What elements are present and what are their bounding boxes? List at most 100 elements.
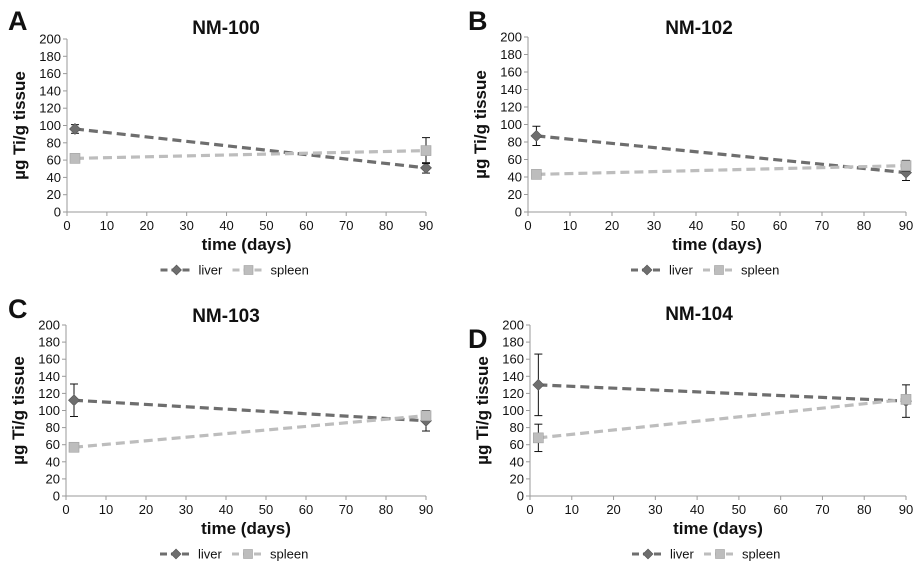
x-axis-label: time (days) bbox=[201, 519, 291, 538]
y-tick-label: 80 bbox=[46, 420, 60, 435]
x-tick-label: 0 bbox=[63, 218, 70, 233]
legend-label-spleen: spleen bbox=[270, 547, 308, 562]
legend-label-liver: liver bbox=[670, 547, 695, 562]
series-liver bbox=[69, 123, 432, 174]
y-tick-label: 120 bbox=[38, 386, 60, 401]
panel-title: NM-103 bbox=[192, 306, 260, 327]
legend: liver spleen bbox=[631, 263, 779, 278]
data-point bbox=[420, 161, 432, 174]
x-tick-label: 10 bbox=[100, 218, 114, 233]
x-axis-label: time (days) bbox=[202, 235, 292, 254]
x-tick-label: 50 bbox=[731, 218, 745, 233]
y-tick-label: 60 bbox=[508, 152, 522, 167]
data-point bbox=[900, 394, 912, 405]
x-tick-label: 0 bbox=[524, 218, 531, 233]
legend-marker-spleen bbox=[714, 265, 724, 275]
x-tick-label: 20 bbox=[139, 502, 153, 517]
data-point bbox=[68, 394, 80, 407]
x-tick-label: 70 bbox=[815, 502, 829, 517]
series-spleen bbox=[68, 410, 432, 453]
data-point bbox=[69, 123, 81, 135]
y-tick-label: 140 bbox=[502, 369, 524, 384]
x-tick-label: 90 bbox=[899, 218, 913, 233]
legend-label-liver: liver bbox=[198, 547, 223, 562]
panel-title: NM-104 bbox=[665, 304, 733, 325]
y-tick-label: 160 bbox=[502, 352, 524, 367]
panel-letter: B bbox=[468, 6, 488, 36]
legend-label-spleen: spleen bbox=[741, 263, 779, 278]
panel-c: C NM-103 0 20 40 60 80 100 120 140 160 180 200 0 10 20 3… bbox=[8, 294, 433, 562]
x-tick-label: 70 bbox=[815, 218, 829, 233]
x-tick-label: 90 bbox=[419, 218, 433, 233]
data-point bbox=[533, 432, 544, 444]
y-axis-label: µg Ti/g tissue bbox=[9, 356, 28, 465]
x-tick-label: 40 bbox=[219, 218, 233, 233]
series-liver bbox=[532, 353, 912, 418]
y-tick-label: 40 bbox=[47, 170, 61, 185]
y-tick-label: 160 bbox=[39, 66, 61, 81]
x-tick-label: 40 bbox=[689, 218, 703, 233]
series-line bbox=[538, 383, 907, 403]
data-point bbox=[69, 153, 81, 164]
x-tick-label: 50 bbox=[259, 218, 273, 233]
y-tick-label: 0 bbox=[515, 205, 522, 220]
y-tick-label: 0 bbox=[53, 489, 60, 504]
legend-marker-spleen bbox=[243, 265, 254, 275]
x-tick-label: 80 bbox=[857, 502, 871, 517]
y-tick-label: 40 bbox=[510, 454, 524, 469]
data-point bbox=[420, 410, 432, 421]
y-tick-label: 200 bbox=[500, 30, 522, 45]
x-tick-label: 60 bbox=[773, 502, 787, 517]
legend-label-liver: liver bbox=[199, 263, 224, 278]
y-tick-label: 140 bbox=[39, 83, 61, 98]
legend-marker-liver bbox=[642, 548, 654, 560]
series-line bbox=[73, 398, 427, 423]
series-liver bbox=[530, 125, 912, 181]
x-tick-label: 50 bbox=[732, 502, 746, 517]
x-tick-label: 30 bbox=[179, 502, 193, 517]
panel-d: D NM-104 0 20 40 60 80 100 120 140 160 180 200 0 10 20 3… bbox=[468, 304, 913, 562]
y-tick-label: 160 bbox=[500, 65, 522, 80]
legend-marker-spleen bbox=[715, 549, 725, 559]
x-tick-label: 80 bbox=[379, 502, 393, 517]
y-tick-label: 60 bbox=[510, 437, 524, 452]
y-tick-label: 100 bbox=[39, 118, 61, 133]
y-tick-label: 0 bbox=[54, 205, 61, 220]
panel-letter: D bbox=[468, 324, 488, 354]
x-tick-label: 50 bbox=[259, 502, 273, 517]
y-tick-label: 120 bbox=[39, 101, 61, 116]
y-tick-label: 60 bbox=[46, 437, 60, 452]
y-tick-label: 20 bbox=[46, 471, 60, 486]
series-line bbox=[74, 127, 427, 170]
y-tick-label: 20 bbox=[508, 187, 522, 202]
y-axis-label: µg Ti/g tissue bbox=[10, 71, 29, 180]
y-tick-label: 40 bbox=[508, 170, 522, 185]
y-tick-label: 80 bbox=[47, 135, 61, 150]
y-tick-label: 20 bbox=[47, 187, 61, 202]
series-line bbox=[538, 397, 907, 440]
y-tick-label: 0 bbox=[517, 489, 524, 504]
x-axis-label: time (days) bbox=[673, 519, 763, 538]
y-tick-label: 120 bbox=[502, 386, 524, 401]
x-tick-label: 10 bbox=[565, 502, 579, 517]
data-point bbox=[532, 378, 545, 391]
y-tick-label: 180 bbox=[39, 49, 61, 64]
legend-label-spleen: spleen bbox=[271, 263, 309, 278]
legend-marker-spleen bbox=[243, 549, 253, 559]
x-tick-label: 40 bbox=[690, 502, 704, 517]
x-tick-label: 60 bbox=[773, 218, 787, 233]
y-tick-label: 160 bbox=[38, 352, 60, 367]
series-spleen bbox=[69, 137, 432, 165]
x-tick-label: 0 bbox=[62, 502, 69, 517]
y-tick-label: 140 bbox=[38, 369, 60, 384]
legend-marker-liver bbox=[171, 264, 182, 276]
y-axis-label: µg Ti/g tissue bbox=[471, 70, 490, 179]
legend-label-liver: liver bbox=[669, 263, 694, 278]
x-tick-label: 20 bbox=[140, 218, 154, 233]
y-tick-label: 200 bbox=[39, 32, 61, 47]
series-line bbox=[74, 148, 427, 160]
y-tick-label: 100 bbox=[500, 117, 522, 132]
data-point bbox=[420, 145, 432, 156]
y-tick-label: 180 bbox=[500, 47, 522, 62]
